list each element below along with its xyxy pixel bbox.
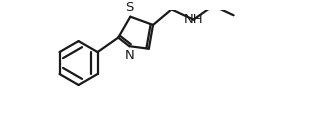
Text: S: S xyxy=(126,1,134,15)
Text: N: N xyxy=(124,49,134,62)
Text: NH: NH xyxy=(183,13,203,26)
